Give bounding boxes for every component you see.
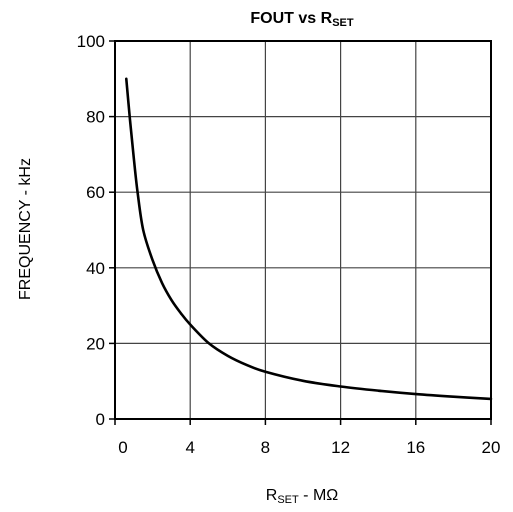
y-tick-label-5: 100 bbox=[77, 32, 105, 51]
y-axis-label: FREQUENCY - kHz bbox=[17, 158, 34, 300]
x-tick-label-5: 20 bbox=[482, 438, 501, 457]
tick-labels: 0 4 8 12 16 20 0 20 40 60 80 100 bbox=[77, 32, 501, 457]
axis-frame bbox=[109, 40, 492, 425]
x-axis-label-main: R bbox=[266, 487, 278, 504]
chart-title-main: FOUT vs R bbox=[250, 10, 332, 27]
grid bbox=[115, 41, 491, 419]
plot-frame bbox=[114, 40, 492, 420]
x-tick-label-1: 4 bbox=[185, 438, 194, 457]
x-tick-label-0: 0 bbox=[118, 438, 127, 457]
y-tick-label-2: 40 bbox=[86, 259, 105, 278]
y-tick-label-0: 0 bbox=[96, 410, 105, 429]
y-tick-label-1: 20 bbox=[86, 334, 105, 353]
x-axis-label-sub: SET bbox=[277, 494, 299, 506]
x-tick-label-2: 8 bbox=[261, 438, 270, 457]
chart-title: FOUT vs RSET bbox=[250, 10, 353, 29]
y-tick-label-4: 80 bbox=[86, 108, 105, 127]
series-line-0 bbox=[124, 77, 493, 401]
curve-layer bbox=[124, 77, 493, 401]
chart-title-sub: SET bbox=[332, 17, 354, 29]
y-tick-label-3: 60 bbox=[86, 183, 105, 202]
x-tick-label-4: 16 bbox=[406, 438, 425, 457]
x-tick-label-3: 12 bbox=[331, 438, 350, 457]
x-axis-label-suffix: - MΩ bbox=[299, 487, 339, 504]
x-axis-label: RSET - MΩ bbox=[266, 487, 339, 506]
